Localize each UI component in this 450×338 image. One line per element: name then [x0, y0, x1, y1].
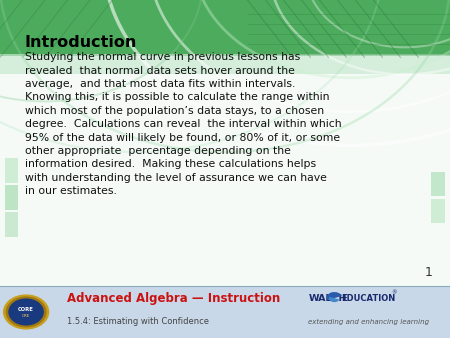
FancyBboxPatch shape: [431, 172, 445, 196]
FancyBboxPatch shape: [431, 199, 445, 223]
Text: ORE: ORE: [22, 314, 30, 318]
Circle shape: [9, 299, 43, 325]
Text: WALCH: WALCH: [308, 294, 347, 303]
Text: 1: 1: [425, 266, 433, 279]
FancyBboxPatch shape: [0, 0, 450, 56]
FancyBboxPatch shape: [5, 212, 18, 237]
FancyBboxPatch shape: [5, 158, 18, 183]
Wedge shape: [326, 292, 342, 300]
Text: Introduction: Introduction: [25, 35, 137, 50]
Wedge shape: [329, 297, 339, 302]
Text: CORE: CORE: [18, 308, 34, 312]
Text: 1.5.4: Estimating with Confidence: 1.5.4: Estimating with Confidence: [67, 317, 209, 326]
Text: Advanced Algebra — Instruction: Advanced Algebra — Instruction: [67, 292, 280, 305]
Circle shape: [6, 297, 46, 327]
Text: EDUCATION: EDUCATION: [341, 294, 396, 303]
Text: extending and enhancing learning: extending and enhancing learning: [308, 319, 429, 325]
FancyBboxPatch shape: [5, 185, 18, 210]
Text: ®: ®: [392, 291, 397, 295]
Text: Studying the normal curve in previous lessons has
revealed  that normal data set: Studying the normal curve in previous le…: [25, 52, 342, 196]
FancyBboxPatch shape: [0, 0, 450, 56]
FancyBboxPatch shape: [0, 286, 450, 338]
FancyBboxPatch shape: [0, 54, 450, 74]
Circle shape: [4, 295, 49, 329]
